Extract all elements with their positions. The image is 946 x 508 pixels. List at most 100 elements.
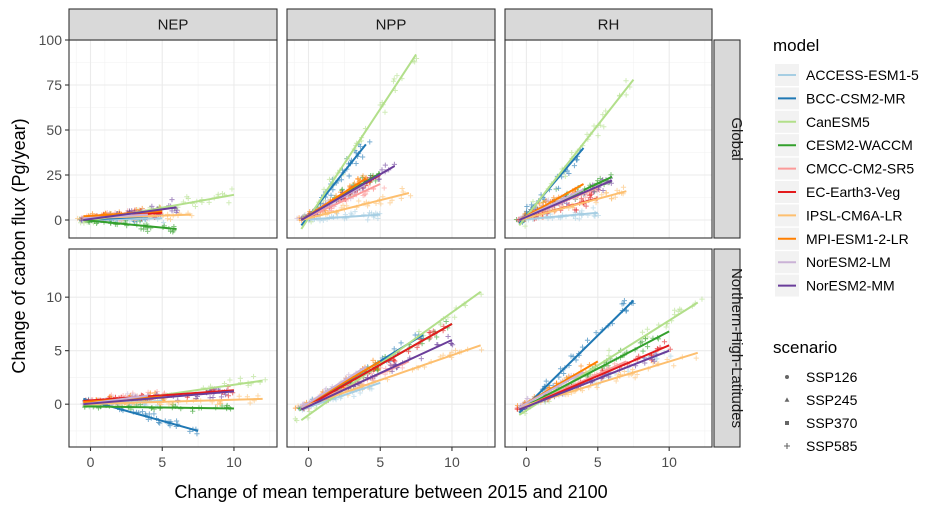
panel-nep-northern-high-latitudes bbox=[68, 248, 278, 448]
point-canesm5 bbox=[644, 326, 650, 332]
point-access-esm1-5 bbox=[365, 217, 371, 223]
legend-shape-ssp245 bbox=[784, 397, 790, 402]
point-noresm2-lm bbox=[545, 197, 551, 203]
point-ipsl-cm6a-lr bbox=[75, 215, 81, 222]
point-bcc-csm2-mr bbox=[357, 144, 364, 150]
point-ec-earth3-veg bbox=[661, 339, 668, 345]
point-bcc-csm2-mr bbox=[566, 170, 572, 177]
point-cesm2-waccm bbox=[640, 348, 646, 354]
fit-line-ipsl-cm6a-lr bbox=[301, 344, 481, 409]
y-tick-label: 25 bbox=[46, 167, 62, 183]
point-cesm2-waccm bbox=[170, 402, 176, 408]
point-ipsl-cm6a-lr bbox=[247, 400, 253, 406]
point-noresm2-lm bbox=[544, 198, 550, 204]
point-mpi-esm1-2-lr bbox=[536, 201, 542, 207]
legend-label-access-esm1-5: ACCESS-ESM1-5 bbox=[806, 67, 919, 83]
point-ipsl-cm6a-lr bbox=[407, 193, 414, 199]
panel-border bbox=[68, 248, 278, 448]
point-access-esm1-5 bbox=[351, 393, 357, 399]
point-access-esm1-5 bbox=[160, 219, 167, 226]
fit-line-bcc-csm2-mr bbox=[518, 299, 635, 414]
point-access-esm1-5 bbox=[668, 353, 674, 359]
point-canesm5 bbox=[606, 347, 612, 353]
fit-line-canesm5 bbox=[300, 290, 482, 422]
point-noresm2-lm bbox=[125, 391, 131, 397]
point-mpi-esm1-2-lr bbox=[375, 366, 381, 372]
legend-shape-ssp370 bbox=[785, 421, 789, 425]
point-canesm5 bbox=[326, 176, 333, 182]
point-ipsl-cm6a-lr bbox=[632, 375, 638, 381]
point-canesm5 bbox=[250, 373, 257, 380]
point-ipsl-cm6a-lr bbox=[608, 195, 615, 202]
point-bcc-csm2-mr bbox=[412, 332, 418, 338]
point-ipsl-cm6a-lr bbox=[599, 192, 605, 198]
panel-background bbox=[505, 249, 712, 447]
strip-label-nep: NEP bbox=[158, 17, 189, 34]
point-canesm5 bbox=[522, 223, 528, 229]
point-cesm2-waccm bbox=[170, 229, 176, 235]
point-canesm5 bbox=[595, 133, 601, 139]
point-bcc-csm2-mr bbox=[346, 173, 352, 179]
point-bcc-csm2-mr bbox=[330, 187, 336, 193]
point-bcc-csm2-mr bbox=[623, 308, 629, 314]
point-ec-earth3-veg bbox=[391, 357, 397, 363]
point-canesm5 bbox=[294, 417, 300, 424]
point-mpi-esm1-2-lr bbox=[551, 195, 557, 201]
point-ipsl-cm6a-lr bbox=[378, 201, 384, 207]
legend-label-ssp126: SSP126 bbox=[806, 369, 858, 385]
point-bcc-csm2-mr bbox=[570, 353, 576, 360]
facet-strips: NEP NPP RH Global Northern-High-Latitudes bbox=[68, 8, 745, 448]
point-canesm5 bbox=[623, 92, 629, 98]
y-tick-label: 75 bbox=[46, 77, 62, 93]
point-cesm2-waccm bbox=[443, 318, 449, 325]
point-bcc-csm2-mr bbox=[353, 150, 359, 156]
point-canesm5 bbox=[639, 329, 646, 335]
point-ec-earth3-veg bbox=[405, 348, 412, 355]
point-cesm2-waccm bbox=[373, 178, 379, 184]
point-mpi-esm1-2-lr bbox=[292, 405, 299, 411]
point-noresm2-lm bbox=[294, 215, 300, 221]
point-bcc-csm2-mr bbox=[584, 337, 591, 343]
panel-background bbox=[69, 249, 277, 447]
point-bcc-csm2-mr bbox=[398, 340, 404, 346]
point-ipsl-cm6a-lr bbox=[693, 355, 699, 361]
fit-line-noresm2-mm bbox=[518, 179, 613, 221]
fit-line-access-esm1-5 bbox=[301, 381, 381, 411]
point-ipsl-cm6a-lr bbox=[356, 198, 362, 204]
point-bcc-csm2-mr bbox=[543, 378, 549, 384]
legend-label-ssp245: SSP245 bbox=[806, 392, 858, 408]
point-ipsl-cm6a-lr bbox=[167, 216, 174, 223]
legend-label-cesm2-waccm: CESM2-WACCM bbox=[806, 137, 913, 153]
point-noresm2-mm bbox=[449, 342, 456, 348]
point-ipsl-cm6a-lr bbox=[594, 384, 600, 391]
panel-background bbox=[287, 40, 495, 238]
fit-line-ec-earth3-veg bbox=[300, 323, 453, 411]
point-ec-earth3-veg bbox=[588, 191, 595, 197]
legend-scenario: scenario SSP126 SSP245 SSP370 SSP585 bbox=[773, 338, 858, 454]
strip-npp bbox=[286, 8, 496, 41]
point-cesm2-waccm bbox=[642, 336, 649, 342]
x-tick-label: 10 bbox=[661, 454, 677, 470]
fit-line-noresm2-mm bbox=[83, 206, 177, 221]
strip-label-npp: NPP bbox=[376, 17, 407, 34]
legend-scenario-title: scenario bbox=[773, 338, 837, 357]
panel-rh-northern-high-latitudes bbox=[504, 248, 713, 448]
point-bcc-csm2-mr bbox=[338, 177, 344, 183]
point-ipsl-cm6a-lr bbox=[236, 393, 242, 399]
point-bcc-csm2-mr bbox=[360, 154, 366, 160]
legend-label-noresm2-lm: NorESM2-LM bbox=[806, 254, 891, 270]
x-tick-label: 10 bbox=[444, 454, 460, 470]
point-canesm5 bbox=[600, 112, 606, 118]
point-ipsl-cm6a-lr bbox=[389, 197, 395, 203]
point-noresm2-mm bbox=[379, 167, 385, 173]
x-tick-label: 5 bbox=[158, 454, 166, 470]
point-canesm5 bbox=[227, 377, 233, 383]
point-cmcc-cm2-sr5 bbox=[582, 195, 589, 201]
point-bcc-csm2-mr bbox=[571, 163, 578, 169]
point-bcc-csm2-mr bbox=[194, 431, 200, 437]
x-tick-label: 0 bbox=[87, 454, 95, 470]
fit-line-access-esm1-5 bbox=[519, 211, 598, 221]
point-canesm5 bbox=[677, 306, 683, 312]
point-noresm2-mm bbox=[169, 208, 175, 214]
